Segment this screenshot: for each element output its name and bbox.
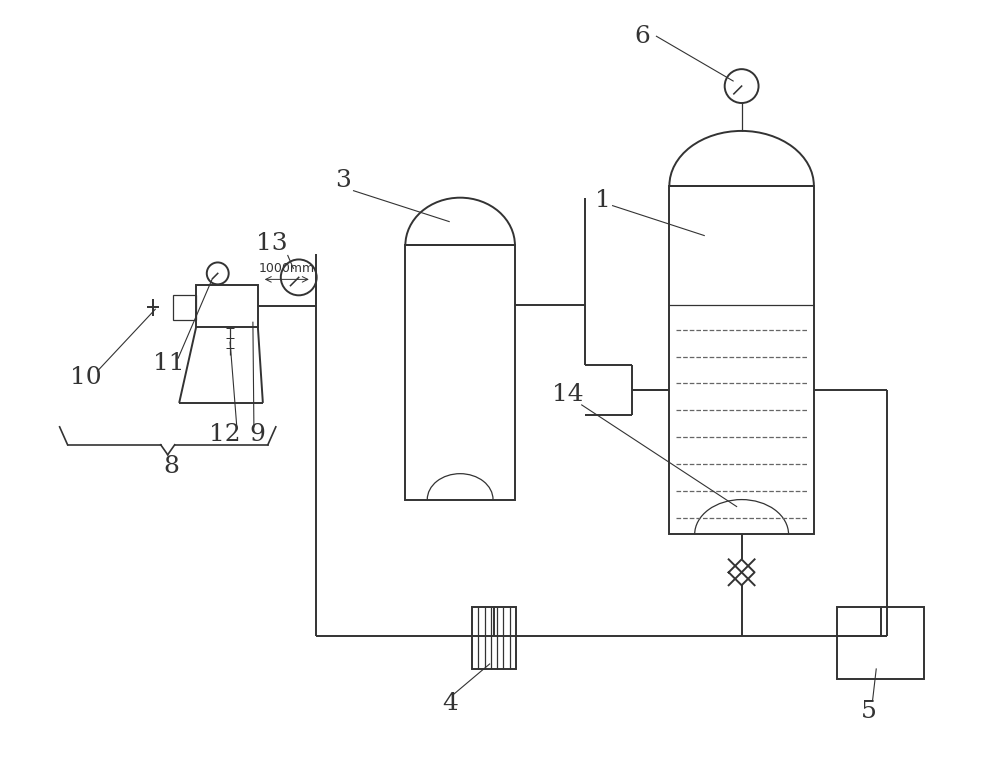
Text: 14: 14 [552,383,583,406]
Text: 1000mm: 1000mm [259,262,315,275]
Bar [405,246,515,500]
Text: 9: 9 [249,423,265,446]
Text: 5: 5 [861,700,877,723]
Text: 3: 3 [336,169,351,192]
Text: 12: 12 [209,423,241,446]
Bar [837,607,924,679]
Text: 13: 13 [256,232,288,255]
Bar [196,285,258,327]
Text: 11: 11 [153,352,185,375]
Bar [173,295,196,321]
Bar [669,186,814,535]
Bar [472,607,516,669]
Text: 6: 6 [635,24,650,47]
Text: 10: 10 [70,366,101,389]
Text: 8: 8 [163,455,179,478]
Text: 4: 4 [442,692,458,715]
Text: 1: 1 [595,189,610,212]
